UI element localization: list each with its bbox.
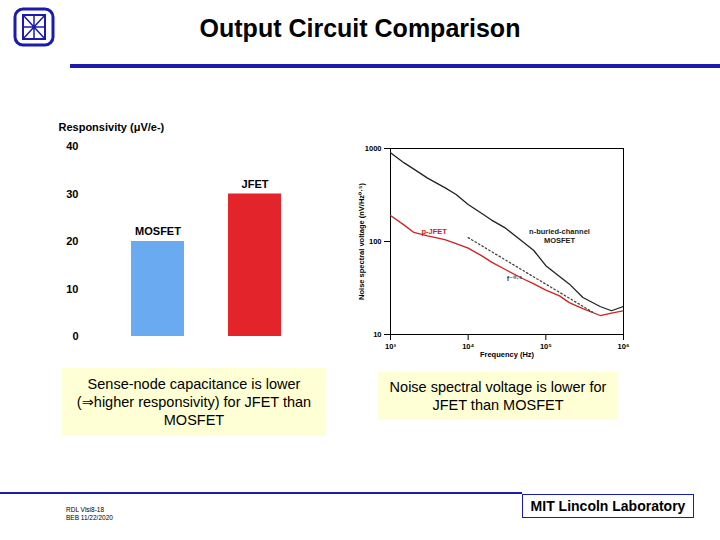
svg-text:10: 10 [66,283,78,295]
svg-text:10⁴: 10⁴ [462,342,474,351]
svg-text:30: 30 [66,188,78,200]
svg-text:1000: 1000 [365,144,382,153]
html-text:BEB 11/22/2020: BEB 11/22/2020 [66,514,113,521]
svg-text:10⁵: 10⁵ [540,342,552,351]
svg-text:0: 0 [72,330,78,342]
svg-text:n-buried-channelMOSFET: n-buried-channelMOSFET [529,227,590,244]
html-text:MIT Lincoln Laboratory: MIT Lincoln Laboratory [530,498,686,514]
svg-text:Frequency (Hz): Frequency (Hz) [480,350,535,359]
svg-text:JFET: JFET [242,178,269,190]
svg-text:10: 10 [373,330,381,339]
svg-text:10⁶: 10⁶ [618,342,630,351]
svg-text:p-JFET: p-JFET [421,227,447,236]
svg-text:f⁻⁰·⁵: f⁻⁰·⁵ [507,274,523,283]
html-text:Output Circuit Comparison: Output Circuit Comparison [199,14,521,42]
svg-text:20: 20 [66,235,78,247]
html-text:RDL Vlsi8-18: RDL Vlsi8-18 [66,506,105,513]
html-text:Sense-node capacitance is lowe: Sense-node capacitance is lower (⇒higher… [76,376,312,428]
svg-text:40: 40 [66,140,78,152]
svg-text:Responsivity (μV/e-): Responsivity (μV/e-) [59,121,165,133]
svg-text:Noise spectral voltage (nV/Hz⁰: Noise spectral voltage (nV/Hz⁰·⁵) [357,183,366,300]
svg-text:100: 100 [369,237,382,246]
html-text:Noise spectral voltage is lowe: Noise spectral voltage is lower for JFET… [389,379,607,413]
svg-text:10³: 10³ [385,342,396,351]
svg-text:MOSFET: MOSFET [135,225,181,237]
